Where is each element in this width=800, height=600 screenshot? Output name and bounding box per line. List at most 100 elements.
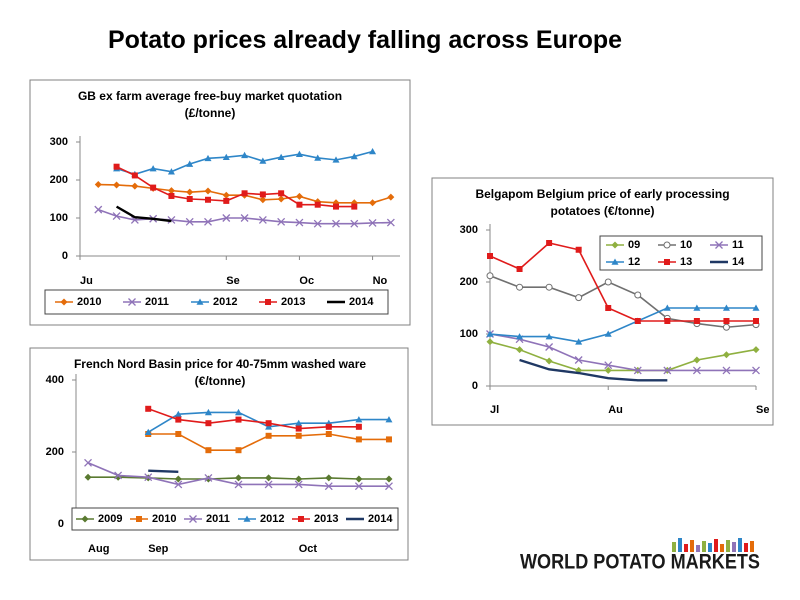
data-point <box>113 181 121 189</box>
data-point <box>174 475 182 483</box>
data-point <box>332 156 340 163</box>
data-point <box>204 154 212 162</box>
data-point <box>486 272 494 280</box>
data-point <box>355 423 362 430</box>
data-point <box>545 333 553 340</box>
data-point <box>575 294 583 302</box>
data-point <box>168 192 175 199</box>
y-tick-label: 0 <box>58 518 64 530</box>
legend-label: 2014 <box>368 513 393 525</box>
data-point <box>234 480 243 489</box>
x-tick-label: Ju <box>80 275 93 287</box>
data-point <box>604 366 612 374</box>
legend-marker <box>715 241 723 249</box>
data-point <box>278 190 285 197</box>
data-point <box>693 318 700 324</box>
data-point <box>186 188 194 196</box>
data-point <box>574 356 583 364</box>
data-point <box>296 201 303 208</box>
data-point <box>222 153 230 160</box>
data-point <box>94 205 103 214</box>
series-line <box>115 205 172 223</box>
chart-title: French Nord Basin price for 40-75mm wash… <box>73 357 367 388</box>
data-point <box>235 474 243 482</box>
data-point <box>205 196 211 203</box>
legend-marker <box>611 241 619 249</box>
data-point <box>235 416 242 423</box>
data-point <box>295 419 303 426</box>
series-line <box>148 469 179 473</box>
data-point <box>295 150 303 157</box>
legend-label: 2014 <box>349 296 374 308</box>
data-point <box>487 253 493 259</box>
data-point <box>131 172 138 179</box>
data-point <box>265 420 272 427</box>
legend-marker <box>189 515 197 523</box>
legend-label: 2013 <box>314 513 338 525</box>
data-point <box>722 323 730 331</box>
legend-label: 2012 <box>213 296 237 308</box>
y-tick-label: 100 <box>460 328 478 340</box>
x-tick-label: Sep <box>148 543 168 555</box>
data-point <box>222 214 231 222</box>
series-line <box>519 358 668 382</box>
data-point <box>114 471 123 480</box>
legend-label: 2011 <box>145 296 169 308</box>
data-point <box>325 431 332 437</box>
data-point <box>723 318 730 324</box>
data-point <box>545 343 554 351</box>
data-point <box>174 410 182 417</box>
legend-label: 11 <box>732 239 744 251</box>
x-tick-label: Jl <box>490 404 499 416</box>
data-point <box>186 196 193 202</box>
data-point <box>516 333 524 340</box>
y-tick-label: 300 <box>460 224 478 236</box>
logo: WORLD POTATO MARKETS <box>520 551 760 574</box>
y-tick-label: 200 <box>46 446 64 458</box>
data-point <box>486 338 494 346</box>
data-point <box>369 148 377 155</box>
data-point <box>545 357 553 365</box>
legend-marker <box>663 241 671 249</box>
data-point <box>604 330 612 337</box>
data-point <box>204 473 213 482</box>
data-point <box>634 318 641 324</box>
data-point <box>277 195 285 203</box>
data-point <box>575 338 583 345</box>
legend-label: 14 <box>732 256 745 268</box>
legend-label: 2012 <box>260 513 284 525</box>
data-point <box>333 203 339 210</box>
data-point <box>186 160 194 167</box>
legend-label: 09 <box>628 239 640 251</box>
data-point <box>259 191 266 198</box>
data-point <box>486 330 494 337</box>
data-point <box>113 163 120 170</box>
data-point <box>693 356 701 364</box>
data-point <box>205 420 212 427</box>
data-point <box>131 182 139 190</box>
data-point <box>150 184 157 191</box>
data-point <box>204 187 212 195</box>
data-point <box>144 473 153 482</box>
data-point <box>752 346 760 354</box>
data-point <box>174 480 183 489</box>
data-point <box>314 154 322 161</box>
data-point <box>295 192 303 200</box>
data-point <box>663 304 671 311</box>
data-point <box>222 191 230 199</box>
data-point <box>145 405 152 412</box>
data-point <box>693 304 701 311</box>
data-point <box>258 215 267 224</box>
data-point <box>354 482 363 491</box>
legend-marker <box>298 516 304 522</box>
data-point <box>235 447 242 454</box>
data-point <box>369 199 377 207</box>
data-point <box>332 219 340 228</box>
data-point <box>277 217 286 226</box>
data-point <box>575 246 582 253</box>
data-point <box>385 416 393 423</box>
data-point <box>385 475 393 483</box>
data-point <box>295 218 304 227</box>
data-point <box>325 474 333 482</box>
